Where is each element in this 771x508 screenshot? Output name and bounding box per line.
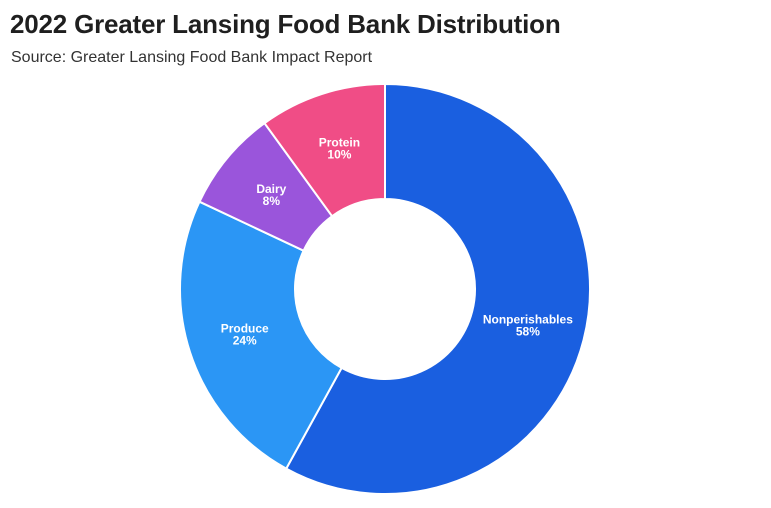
slice-nonperishables — [284, 82, 591, 495]
slice-category-label: Nonperishables — [483, 313, 573, 327]
slice-label-produce: Produce 24% — [221, 322, 269, 348]
slice-value-label: 10% — [327, 148, 351, 162]
slice-value-label: 24% — [233, 334, 257, 348]
slice-category-label: Dairy — [256, 182, 286, 196]
slice-labels: Nonperishables 58% Produce 24% Dairy 8% Protei… — [221, 136, 573, 348]
slice-protein — [263, 82, 386, 218]
chart-title: 2022 Greater Lansing Food Bank Distribut… — [10, 9, 561, 39]
slice-label-dairy: Dairy 8% — [256, 182, 286, 208]
slice-label-protein: Protein 10% — [319, 136, 360, 162]
slice-category-label: Produce — [221, 322, 269, 336]
slice-value-label: 58% — [516, 325, 540, 339]
slice-category-label: Protein — [319, 136, 360, 150]
donut-slices — [179, 82, 591, 495]
slice-label-nonperishables: Nonperishables 58% — [483, 313, 573, 339]
slice-produce — [179, 200, 343, 471]
chart-subtitle: Source: Greater Lansing Food Bank Impact… — [11, 49, 373, 66]
slice-value-label: 8% — [263, 194, 281, 208]
